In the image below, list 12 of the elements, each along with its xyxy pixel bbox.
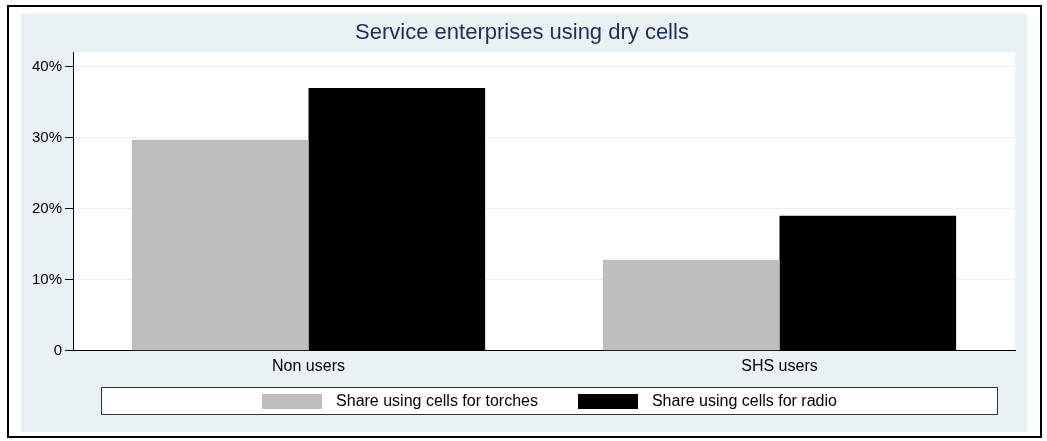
- chart-title: Service enterprises using dry cells: [355, 19, 689, 45]
- bar: [131, 139, 309, 351]
- y-tick-label: 30%: [31, 127, 63, 145]
- y-tick-label: 20%: [31, 198, 63, 216]
- y-tick-label: 40%: [31, 56, 63, 74]
- bar: [602, 259, 780, 351]
- legend-label: Share using cells for torches: [336, 392, 538, 410]
- legend-label: Share using cells for radio: [651, 392, 837, 410]
- x-tick-label: SHS users: [741, 356, 818, 374]
- x-tick-label: Non users: [272, 356, 345, 374]
- y-tick-label: 10%: [31, 269, 63, 287]
- y-tick-label: 0: [53, 340, 63, 358]
